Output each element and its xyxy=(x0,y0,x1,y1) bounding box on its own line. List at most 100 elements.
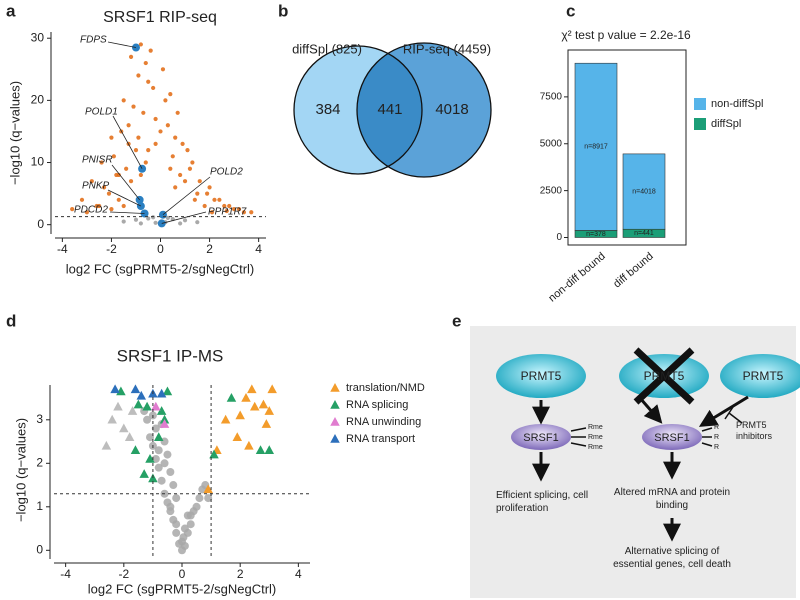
region-count: 4018 xyxy=(435,101,468,118)
legend-label: RNA transport xyxy=(346,433,415,445)
inhibition-line xyxy=(728,412,743,424)
point xyxy=(148,48,153,53)
label-leader xyxy=(109,211,145,214)
point xyxy=(232,432,243,441)
point xyxy=(182,179,188,184)
legend-label: diffSpl xyxy=(711,118,741,130)
region-count: 441 xyxy=(377,101,402,118)
mark-label: R xyxy=(714,434,719,441)
point xyxy=(151,401,161,411)
point-label: PDCD2 xyxy=(74,205,108,216)
point xyxy=(232,207,237,212)
point xyxy=(185,147,190,153)
outcome-label: Alternative splicing of essential genes,… xyxy=(613,546,731,570)
point xyxy=(109,207,114,212)
venn-outline xyxy=(293,45,423,175)
point xyxy=(99,160,104,165)
point xyxy=(187,166,193,171)
substrate-node xyxy=(511,424,571,450)
x-tick-label: -4 xyxy=(60,567,71,581)
point xyxy=(166,502,175,511)
legend-label: non-diffSpl xyxy=(711,98,763,110)
x-tick-label: 2 xyxy=(206,242,213,256)
point xyxy=(235,410,245,420)
value-label: n=378 xyxy=(586,231,606,238)
x-tick-label: 0 xyxy=(157,242,164,256)
point-label: FDPS xyxy=(80,35,107,46)
point xyxy=(244,440,254,450)
point xyxy=(178,221,183,226)
point-label: PNKP xyxy=(82,181,110,192)
x-tick-label: 4 xyxy=(295,567,302,581)
point-label: PNISR xyxy=(82,155,113,166)
point xyxy=(212,197,217,202)
point xyxy=(169,481,178,490)
point xyxy=(205,191,210,196)
point xyxy=(154,446,163,455)
arrow xyxy=(638,397,663,424)
outcome-label: Altered mRNA and protein binding xyxy=(613,487,731,511)
mark-bond xyxy=(570,442,587,447)
panel-letter: e xyxy=(452,311,461,330)
mark-label: Rme xyxy=(588,444,603,451)
point xyxy=(131,104,136,109)
point xyxy=(151,454,160,463)
point xyxy=(133,217,139,222)
legend-swatch xyxy=(694,98,706,110)
point xyxy=(151,424,160,433)
point xyxy=(203,484,213,494)
point xyxy=(127,406,138,415)
point xyxy=(227,203,232,209)
enzyme-node xyxy=(496,354,586,398)
point xyxy=(110,384,120,394)
point xyxy=(121,203,126,209)
point xyxy=(247,384,257,394)
point xyxy=(146,147,151,153)
point xyxy=(130,445,141,454)
point xyxy=(217,197,222,202)
point xyxy=(173,135,178,140)
legend-label: RNA unwinding xyxy=(346,416,421,428)
point xyxy=(130,384,141,394)
mark-label: Rme xyxy=(588,434,603,441)
point xyxy=(186,520,195,529)
point xyxy=(195,494,204,503)
point xyxy=(163,450,172,459)
point xyxy=(146,433,154,442)
point xyxy=(138,221,143,226)
legend-swatch xyxy=(330,417,340,426)
bar-segment xyxy=(574,62,618,231)
y-tick-label: 0 xyxy=(37,217,44,231)
legend-label: translation/NMD xyxy=(346,382,425,394)
point xyxy=(156,388,167,398)
y-tick-label: 0 xyxy=(556,232,562,243)
point-label: POLD1 xyxy=(85,107,118,118)
point xyxy=(241,210,247,215)
panel-letter: b xyxy=(278,1,288,20)
point xyxy=(165,215,170,220)
point-label: POLD2 xyxy=(210,167,243,178)
point xyxy=(178,537,186,546)
legend-swatch xyxy=(694,118,706,130)
point xyxy=(192,502,201,511)
set-label: RIP-seq (4459) xyxy=(403,41,491,56)
point xyxy=(163,98,168,103)
point xyxy=(146,79,151,84)
point xyxy=(133,399,144,409)
point xyxy=(202,203,207,209)
point xyxy=(173,185,178,190)
bar-segment xyxy=(622,153,666,230)
substrate-label: SRSF1 xyxy=(654,432,689,444)
point xyxy=(116,172,121,178)
point xyxy=(158,129,163,134)
y-tick-label: 20 xyxy=(31,93,45,107)
point xyxy=(226,393,237,402)
point xyxy=(124,166,129,171)
point xyxy=(249,401,260,411)
y-axis-label: −log10 (q−values) xyxy=(13,418,28,522)
point xyxy=(180,524,189,533)
point xyxy=(159,419,170,428)
point xyxy=(89,179,94,184)
